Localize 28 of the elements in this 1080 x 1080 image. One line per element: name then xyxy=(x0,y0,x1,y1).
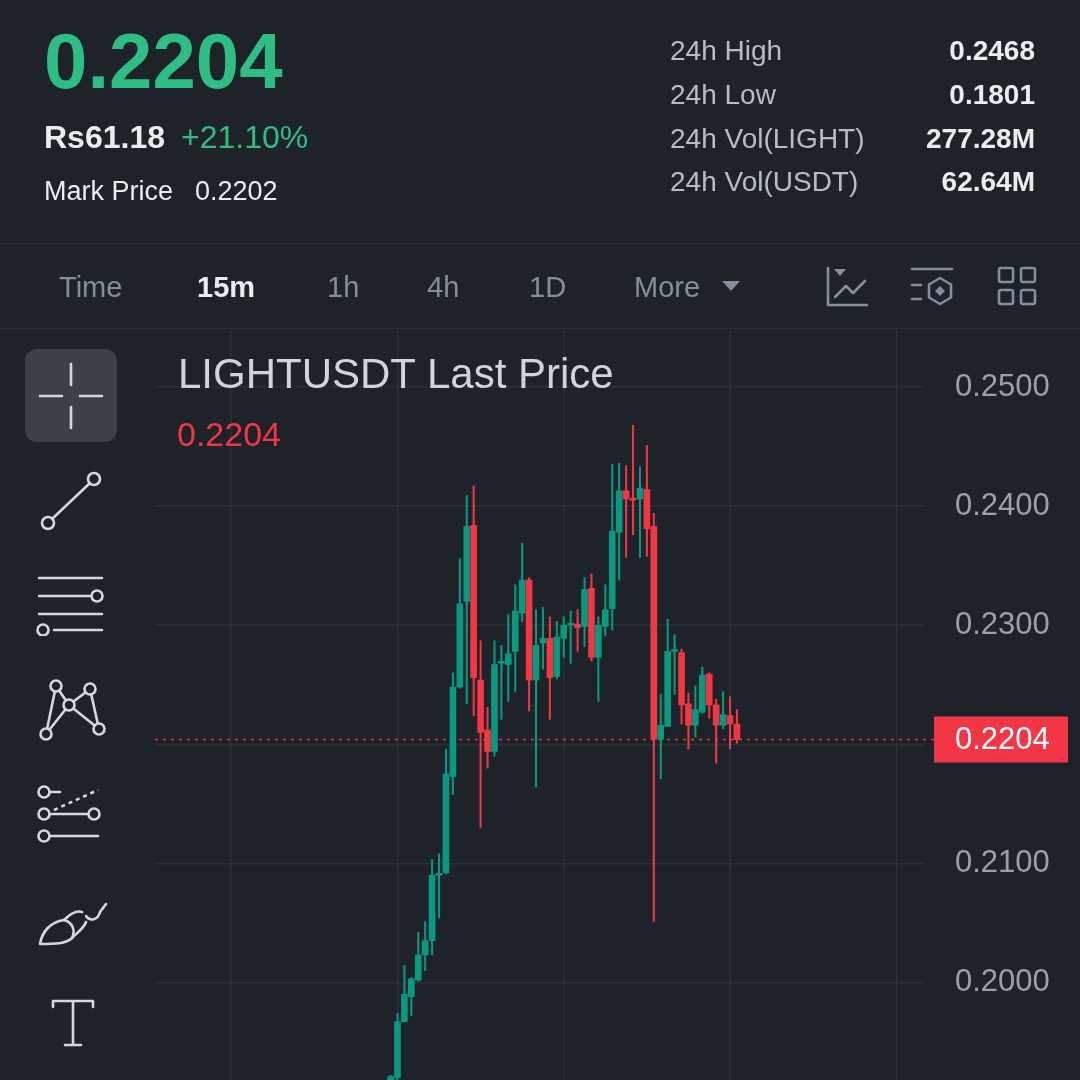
text: 0.2204 xyxy=(44,16,283,105)
y-tick-label: 0.2500 xyxy=(955,367,1050,403)
text: 24h Low xyxy=(670,79,776,111)
y-tick-label: 0.2100 xyxy=(955,843,1050,879)
y-tick-label: 0.2000 xyxy=(955,962,1050,998)
text: Mark Price xyxy=(44,176,174,207)
text: 1D xyxy=(529,271,567,304)
text: 62.64M xyxy=(941,166,1035,198)
text: 277.28M xyxy=(926,123,1035,155)
text: More xyxy=(634,271,701,304)
text: Rs61.18 xyxy=(44,118,165,155)
text: 0.2204 xyxy=(177,415,281,454)
text: 0.1801 xyxy=(949,79,1035,111)
text: LIGHTUSDT Last Price xyxy=(178,350,614,398)
ref-line-label: 0.2204 xyxy=(955,721,1050,757)
text: 24h High xyxy=(670,35,783,67)
text: 0.2468 xyxy=(949,35,1035,67)
text: Time xyxy=(59,271,123,304)
y-tick-label: 0.2300 xyxy=(955,605,1050,641)
text: 4h xyxy=(427,271,460,304)
text: 24h Vol(USDT) xyxy=(670,166,859,198)
text: 0.2202 xyxy=(195,176,278,207)
text: +21.10% xyxy=(181,118,309,155)
y-tick-label: 0.2400 xyxy=(955,486,1050,522)
candlestick xyxy=(574,609,581,652)
text: 15m xyxy=(197,271,256,304)
text: 24h Vol(LIGHT) xyxy=(670,123,865,155)
text: 1h xyxy=(327,271,360,304)
